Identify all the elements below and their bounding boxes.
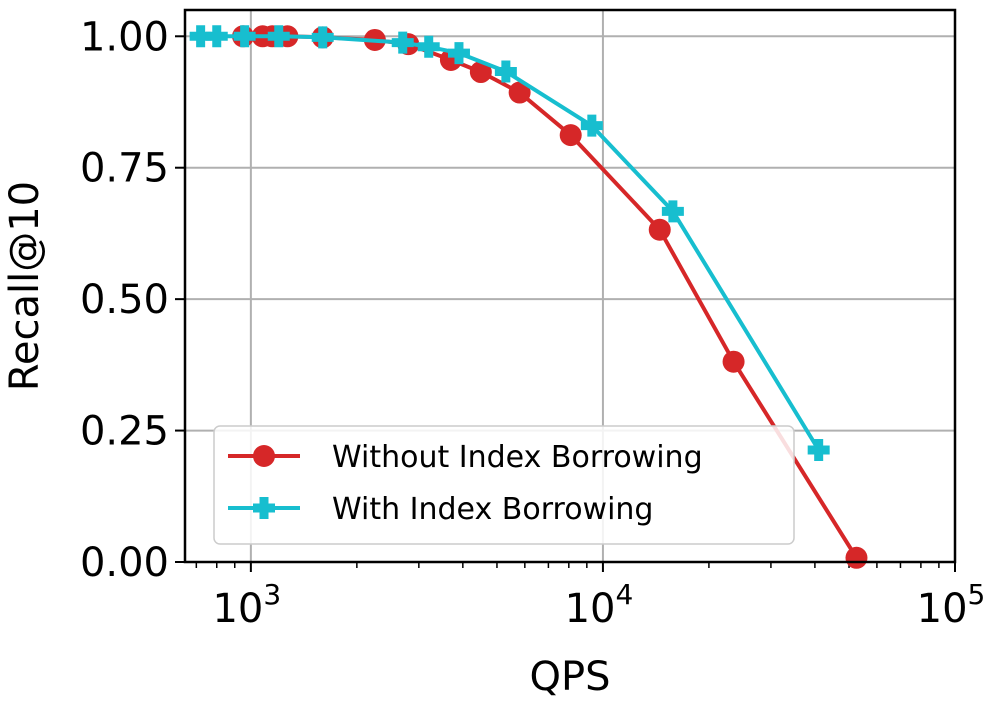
x-tick-labels: 103 104 105 [212,578,985,632]
data-point [494,60,517,83]
data-point [205,25,228,48]
legend: Without Index Borrowing With Index Borrow… [213,425,795,545]
data-point [722,350,745,373]
data-point [845,546,868,569]
legend-marker [253,497,275,519]
series-2 [189,25,830,462]
data-point [648,218,671,241]
y-axis-label: Recall@10 [2,181,48,391]
data-point [580,114,603,137]
y-tick-labels: 0.00 0.25 0.50 0.75 1.00 [80,14,169,586]
legend-label: With Index Borrowing [332,492,653,527]
major-ticks [175,35,956,572]
data-point [661,200,684,223]
data-point [189,25,212,48]
legend-marker [253,445,275,467]
legend-label: Without Index Borrowing [332,440,703,475]
data-point [391,31,414,54]
legend-box [213,425,795,545]
y-tick-label: 0.50 [80,277,169,323]
data-point [447,42,470,65]
x-tick-label: 104 [565,578,634,632]
series-line [200,34,821,452]
series-group [189,25,868,569]
y-tick-label: 0.25 [80,409,169,455]
y-tick-label: 1.00 [80,14,169,60]
x-tick-label: 103 [212,578,281,632]
data-point [267,25,290,48]
legend-entry: With Index Borrowing [228,492,653,527]
y-tick-label: 0.00 [80,540,169,586]
data-point [417,35,440,58]
data-point [233,25,256,48]
data-point [807,439,830,462]
data-point [559,124,582,147]
y-tick-label: 0.75 [80,146,169,192]
x-tick-label: 105 [917,578,986,632]
data-point [508,81,531,104]
data-point [469,61,492,84]
legend-entry: Without Index Borrowing [228,440,703,475]
data-point [311,26,334,49]
legend-entries: Without Index Borrowing With Index Borrow… [228,440,703,527]
plot-frame [183,8,957,564]
x-axis-label: QPS [530,654,611,700]
